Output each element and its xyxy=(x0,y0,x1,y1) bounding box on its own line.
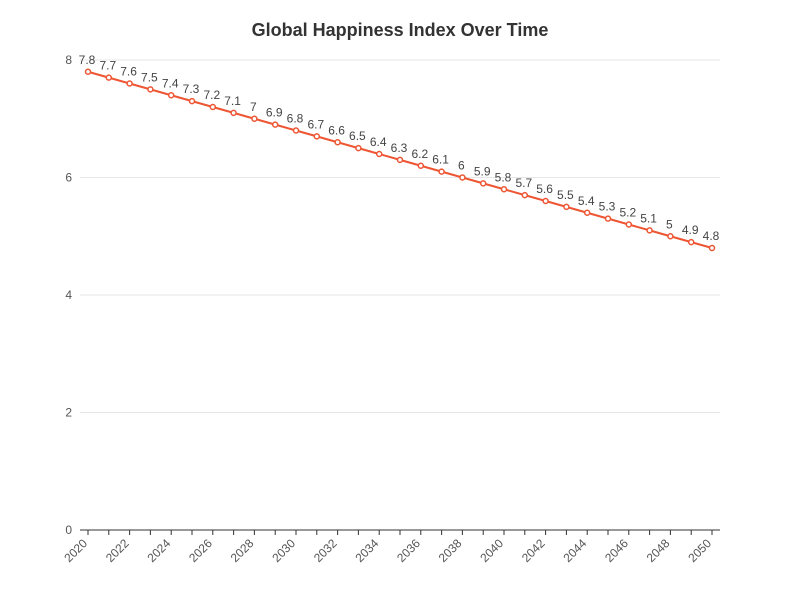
data-label: 6.1 xyxy=(432,153,449,167)
y-tick-label: 4 xyxy=(65,288,72,302)
data-label: 7.4 xyxy=(162,76,179,90)
chart-title: Global Happiness Index Over Time xyxy=(251,20,549,40)
data-point xyxy=(375,150,383,158)
data-label: 5.4 xyxy=(578,194,595,208)
data-point xyxy=(105,74,113,81)
data-label: 5.3 xyxy=(599,200,616,214)
x-tick-label: 2028 xyxy=(228,536,257,565)
data-label: 4.8 xyxy=(703,229,720,243)
data-label: 6.6 xyxy=(328,123,345,137)
data-point xyxy=(271,121,279,128)
data-label: 7.6 xyxy=(120,65,137,79)
data-label: 6.7 xyxy=(307,117,324,131)
data-point xyxy=(563,203,570,211)
data-label: 7 xyxy=(250,100,257,114)
x-tick-label: 2022 xyxy=(103,536,132,565)
data-point xyxy=(209,103,217,111)
x-tick-label: 2026 xyxy=(186,536,215,565)
data-point xyxy=(251,115,258,122)
data-label: 5.5 xyxy=(557,188,574,202)
data-point xyxy=(355,144,362,152)
data-label: 7.5 xyxy=(141,70,158,84)
data-label: 6.4 xyxy=(370,135,387,149)
x-tick-label: 2046 xyxy=(602,536,631,565)
data-label: 5 xyxy=(666,217,673,231)
data-label: 6.3 xyxy=(391,141,408,155)
x-tick-label: 2048 xyxy=(644,536,673,565)
data-point xyxy=(459,174,466,181)
data-point xyxy=(625,221,633,228)
x-tick-label: 2034 xyxy=(353,536,382,565)
data-point xyxy=(687,238,695,246)
x-tick-label: 2032 xyxy=(311,536,340,565)
data-point xyxy=(126,80,133,87)
data-label: 5.9 xyxy=(474,164,491,178)
data-point xyxy=(188,97,196,105)
data-point xyxy=(84,68,92,75)
data-label: 5.7 xyxy=(515,176,532,190)
data-label: 7.3 xyxy=(183,82,200,96)
data-point xyxy=(521,191,529,199)
data-label: 6.5 xyxy=(349,129,366,143)
data-point xyxy=(438,168,445,175)
data-point xyxy=(396,156,404,164)
y-tick-label: 2 xyxy=(65,406,72,420)
data-label: 5.8 xyxy=(495,170,512,184)
data-point xyxy=(147,86,154,93)
data-point xyxy=(417,162,425,169)
y-tick-label: 8 xyxy=(65,53,72,67)
data-label: 7.8 xyxy=(79,53,96,67)
data-label: 6.8 xyxy=(287,112,304,126)
x-tick-label: 2040 xyxy=(477,536,506,565)
data-label: 7.2 xyxy=(203,88,220,102)
data-point xyxy=(230,109,237,117)
x-tick-label: 2030 xyxy=(269,536,298,565)
data-label: 6 xyxy=(458,159,465,173)
x-tick-label: 2044 xyxy=(561,536,590,565)
x-tick-label: 2024 xyxy=(145,536,174,565)
data-point xyxy=(334,139,341,146)
data-label: 5.1 xyxy=(640,211,657,225)
x-tick-label: 2020 xyxy=(61,536,90,565)
data-point xyxy=(500,186,508,193)
data-point xyxy=(708,244,716,252)
x-tick-label: 2036 xyxy=(394,536,423,565)
data-point xyxy=(583,209,591,216)
data-label: 7.1 xyxy=(224,94,241,108)
data-label: 7.7 xyxy=(99,59,116,73)
data-point xyxy=(479,180,487,187)
data-label: 6.9 xyxy=(266,106,283,120)
data-point xyxy=(313,133,321,140)
data-point xyxy=(542,197,549,205)
data-point xyxy=(604,215,612,222)
data-point xyxy=(667,233,674,240)
data-label: 4.9 xyxy=(682,223,699,237)
x-tick-label: 2050 xyxy=(685,536,714,565)
y-tick-label: 6 xyxy=(65,171,72,185)
data-label: 5.6 xyxy=(536,182,553,196)
data-point xyxy=(646,227,653,234)
data-point xyxy=(167,92,175,99)
data-label: 6.2 xyxy=(411,147,428,161)
y-tick-label: 0 xyxy=(65,523,72,537)
data-label: 5.2 xyxy=(619,206,636,220)
x-tick-label: 2042 xyxy=(519,536,548,565)
data-point xyxy=(292,127,300,134)
x-tick-label: 2038 xyxy=(436,536,465,565)
